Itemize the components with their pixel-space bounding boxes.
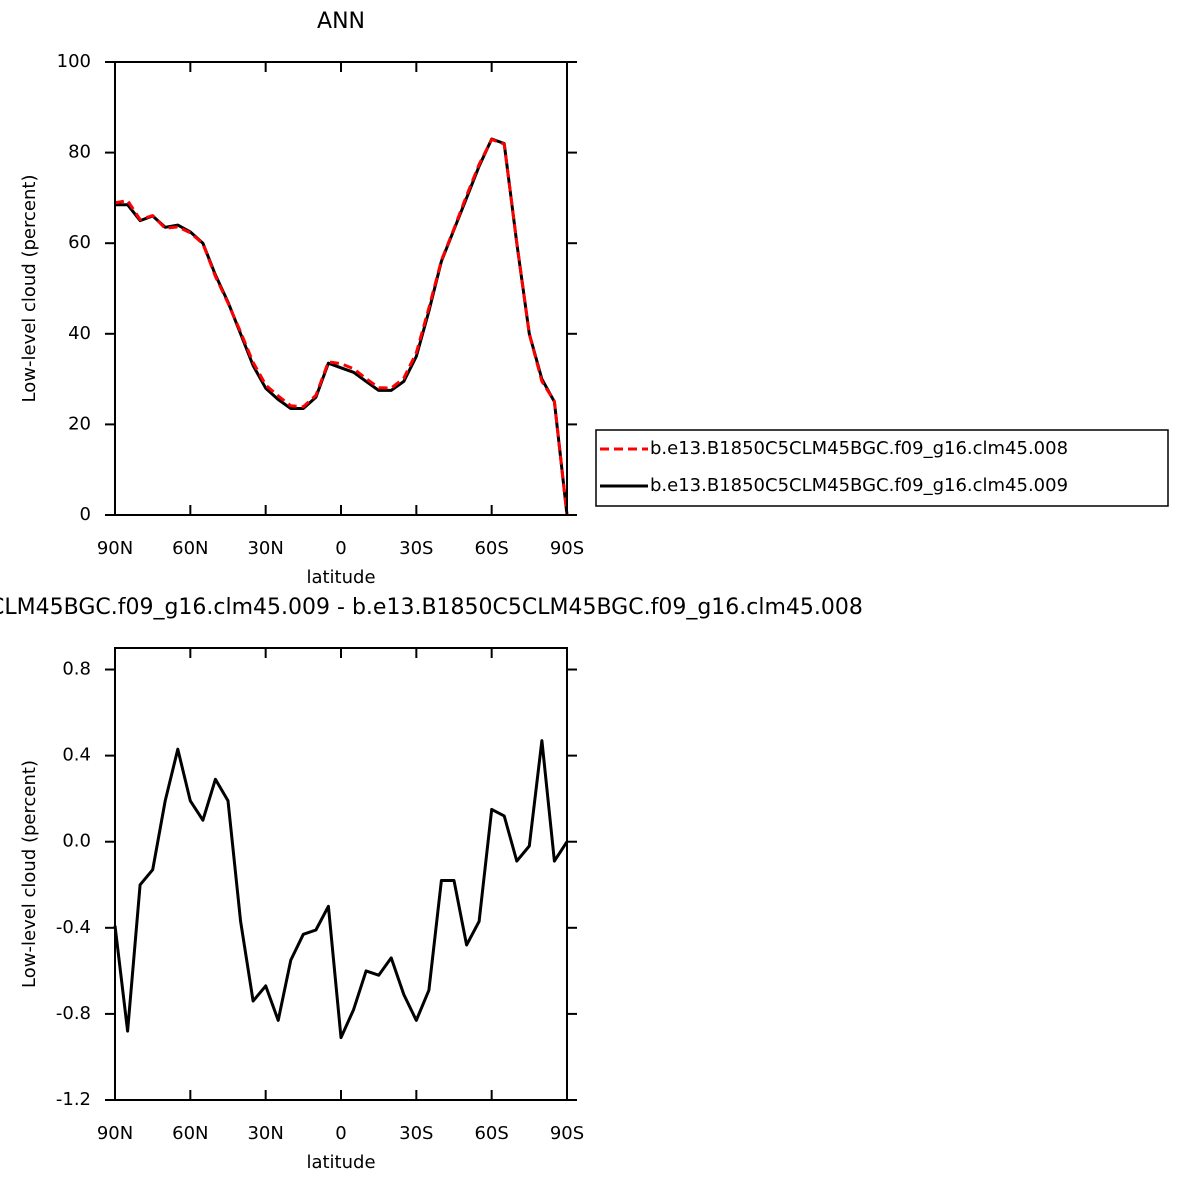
- x-tick-label: 0: [335, 538, 346, 559]
- x-tick-label: 60N: [172, 1123, 208, 1144]
- x-tick-label: 60S: [474, 1123, 508, 1144]
- x-tick-label: 90N: [97, 1123, 133, 1144]
- y-tick-label: 100: [57, 51, 91, 72]
- y-tick-label: 0.0: [62, 831, 91, 852]
- x-tick-label: 30S: [399, 1123, 433, 1144]
- plot-frame: [114, 61, 568, 516]
- y-tick-label: 60: [68, 232, 91, 253]
- data-line: [114, 138, 569, 516]
- y-axis-label: Low-level cloud (percent): [19, 760, 40, 988]
- y-axis-label: Low-level cloud (percent): [19, 175, 40, 403]
- data-line: [115, 137, 569, 516]
- y-tick-label: 0: [80, 504, 91, 525]
- legend-label: b.e13.B1850C5CLM45BGC.f09_g16.clm45.008: [650, 438, 1068, 459]
- x-axis-label: latitude: [306, 1152, 375, 1173]
- y-tick-label: 80: [68, 142, 91, 163]
- legend-label: b.e13.B1850C5CLM45BGC.f09_g16.clm45.009: [650, 475, 1068, 496]
- x-axis-label: latitude: [306, 567, 375, 588]
- x-tick-label: 30N: [247, 538, 283, 559]
- x-tick-label: 60S: [474, 538, 508, 559]
- x-tick-label: 30S: [399, 538, 433, 559]
- y-tick-label: 20: [68, 413, 91, 434]
- y-tick-label: 0.4: [62, 745, 91, 766]
- y-tick-label: -0.8: [56, 1003, 91, 1024]
- x-tick-label: 60N: [172, 538, 208, 559]
- data-line: [113, 739, 569, 1040]
- chart-title: b.e13.B1850C5CLM45BGC.f09_g16.clm45.009 …: [0, 595, 863, 620]
- y-tick-label: -1.2: [56, 1089, 91, 1110]
- plot-frame: [114, 647, 568, 1101]
- x-tick-label: 0: [335, 1123, 346, 1144]
- y-tick-label: 0.8: [62, 659, 91, 680]
- x-tick-label: 30N: [247, 1123, 283, 1144]
- x-tick-label: 90N: [97, 538, 133, 559]
- y-tick-label: 40: [68, 323, 91, 344]
- chart-title: ANN: [317, 9, 365, 34]
- x-tick-label: 90S: [550, 1123, 584, 1144]
- x-tick-label: 90S: [550, 538, 584, 559]
- y-tick-label: -0.4: [56, 917, 91, 938]
- legend-box: [595, 429, 1169, 507]
